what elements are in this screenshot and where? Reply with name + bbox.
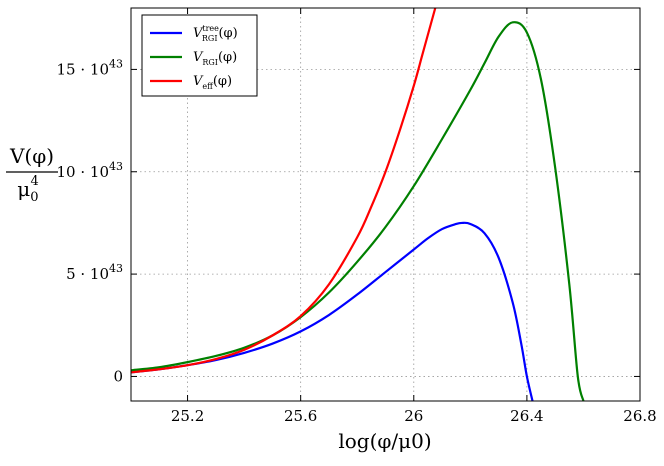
series-lines: [131, 8, 585, 401]
legend-label: Veff(φ): [193, 74, 232, 91]
legend-label-sub: eff: [202, 82, 214, 91]
legend-label-arg: (φ): [218, 50, 237, 65]
legend: Vtree RGI(φ)VRGI(φ)Veff(φ): [141, 14, 258, 97]
x-tick-label: 26: [404, 407, 423, 425]
y-tick-label-coef: 5 · 10: [66, 265, 109, 283]
y-axis-label-numerator: V(φ): [9, 144, 54, 168]
legend-label-main: V: [193, 50, 204, 65]
legend-label-sup: tree: [202, 24, 219, 33]
series-line-rgi-tree: [131, 221, 534, 401]
y-tick-label: 0: [113, 367, 123, 385]
x-tick-label: 26.8: [623, 407, 656, 425]
y-axis-label-denominator: μ04: [17, 174, 39, 205]
series-line-eff: [131, 8, 437, 374]
legend-label-main: V: [193, 74, 204, 89]
y-tick-label-coef: 10 · 10: [57, 163, 109, 181]
legend-label: VRGI(φ): [193, 50, 237, 67]
legend-label-sub: RGI: [202, 58, 218, 67]
y-axis-label-den-main: μ: [17, 177, 30, 201]
legend-label-main: V: [193, 26, 204, 41]
plot-frame: [130, 7, 641, 402]
y-axis-label-den-sup: 4: [31, 174, 39, 189]
legend-label-sub: RGI: [202, 34, 218, 43]
x-tick-label: 26.4: [510, 407, 543, 425]
legend-label-arg: (φ): [218, 26, 237, 41]
legend-box: [141, 14, 258, 97]
y-axis-label: V(φ) μ04: [6, 144, 58, 205]
y-tick-label-coef: 15 · 10: [57, 60, 109, 78]
x-tick-label: 25.2: [171, 407, 204, 425]
x-tick-labels: 25.2 25.6 26 26.4 26.8: [171, 407, 657, 425]
legend-label-arg: (φ): [213, 74, 232, 89]
y-tick-label-exp: 43: [109, 160, 123, 173]
y-tick-label: 5 · 1043: [66, 262, 123, 283]
y-axis-label-den-sub: 0: [30, 190, 38, 205]
legend-entries: Vtree RGI(φ)VRGI(φ)Veff(φ): [150, 24, 238, 91]
y-tick-label: 10 · 1043: [57, 160, 123, 181]
axis-ticks: [131, 8, 641, 401]
y-tick-label-exp: 43: [109, 262, 123, 275]
legend-label: Vtree RGI(φ): [193, 24, 238, 43]
x-tick-label: 25.6: [284, 407, 317, 425]
x-axis-label: log(φ/μ0): [338, 429, 431, 453]
y-tick-label-exp: 43: [109, 57, 123, 70]
y-tick-label: 15 · 1043: [57, 57, 123, 78]
series-line-rgi: [131, 21, 585, 401]
